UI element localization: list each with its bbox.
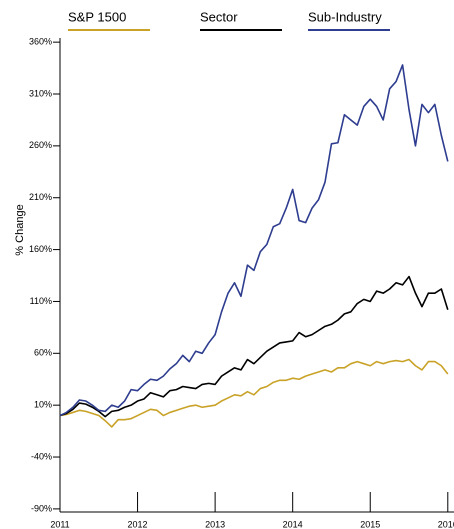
y-tick-label: 360%	[29, 37, 52, 47]
x-tick-label: 2013	[205, 519, 225, 529]
series-line	[59, 64, 449, 417]
y-tick-label: -40%	[31, 451, 52, 461]
x-tick-label: 2016	[438, 519, 454, 529]
y-axis-label: % Change	[14, 204, 26, 255]
y-tick-label: 160%	[29, 244, 52, 254]
x-tick-label: 2011	[50, 519, 69, 529]
legend-label: Sector	[200, 9, 238, 24]
y-tick-label: 260%	[29, 140, 52, 150]
y-tick-label: 110%	[30, 296, 52, 306]
y-tick-label: 310%	[29, 88, 52, 98]
series-line	[59, 275, 449, 418]
y-tick-label: 210%	[29, 192, 52, 202]
y-tick-label: 10%	[34, 400, 52, 410]
legend-label: S&P 1500	[68, 9, 126, 24]
x-tick-label: 2012	[128, 519, 148, 529]
x-tick-label: 2014	[283, 519, 303, 529]
series-line	[59, 358, 449, 428]
y-tick-label: 60%	[34, 348, 52, 358]
legend-label: Sub-Industry	[308, 9, 382, 24]
y-tick-label: -90%	[31, 503, 52, 513]
x-tick-label: 2015	[360, 519, 380, 529]
